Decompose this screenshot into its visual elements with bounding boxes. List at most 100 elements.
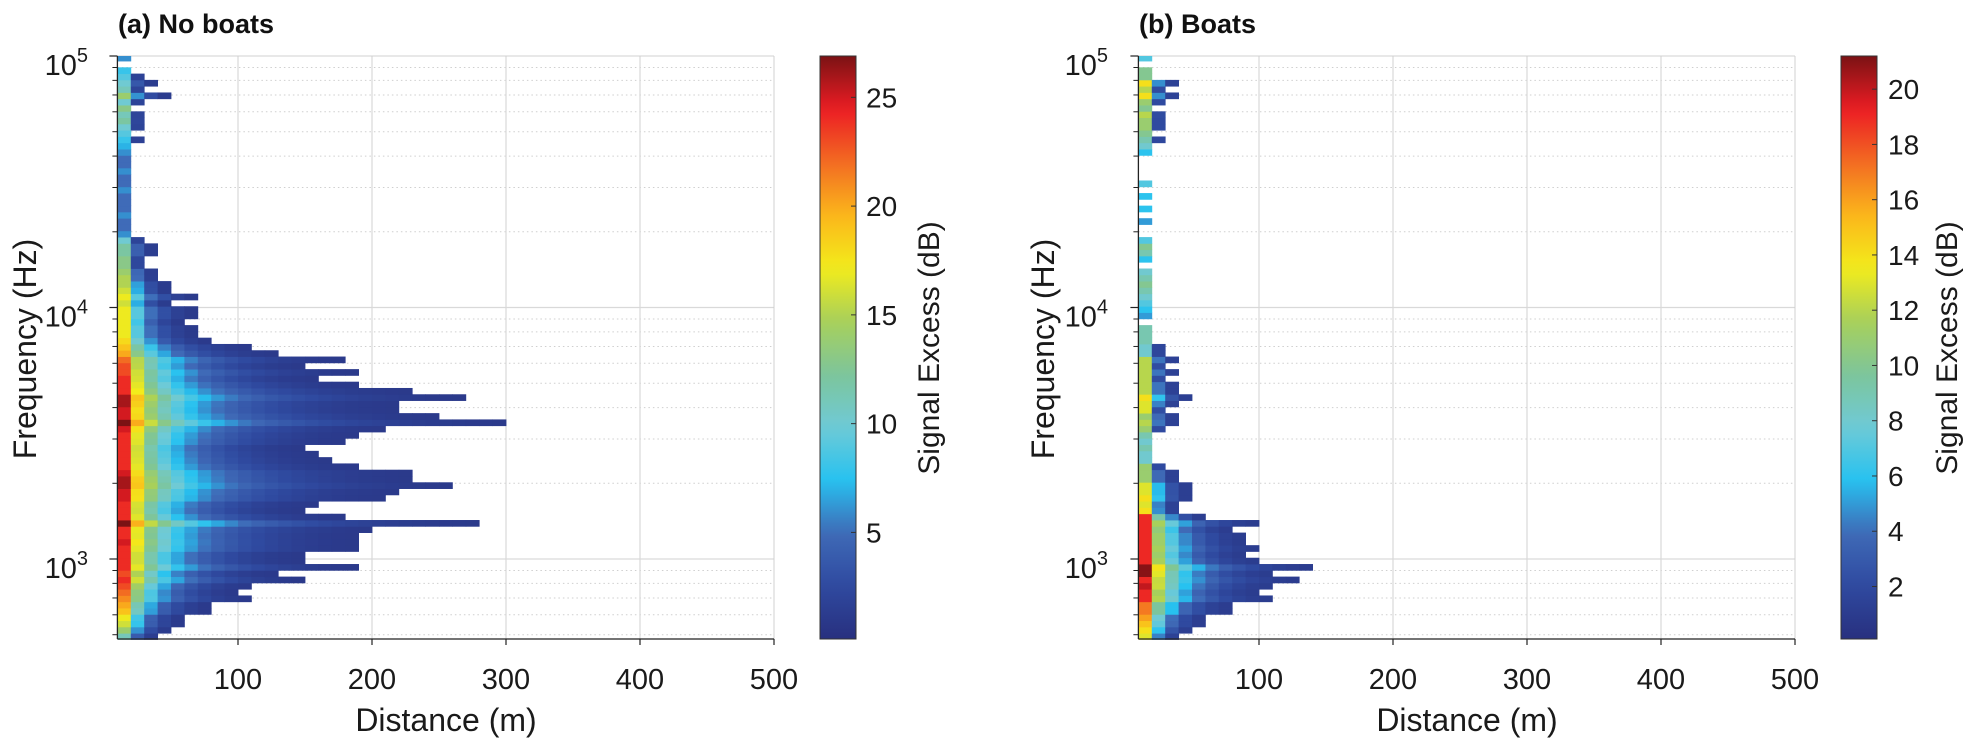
heatmap-cell	[1165, 626, 1179, 634]
heatmap-cell	[1151, 476, 1166, 483]
heatmap-cell	[197, 476, 212, 483]
heatmap-cell	[130, 463, 145, 471]
heatmap-cell	[184, 350, 199, 357]
heatmap-cell	[238, 375, 252, 383]
heatmap-cell	[398, 482, 413, 489]
heatmap-cell	[1178, 526, 1193, 533]
heatmap-cell	[184, 551, 199, 559]
heatmap-cell	[1178, 589, 1193, 596]
heatmap-cell	[1192, 557, 1206, 565]
heatmap-cell	[130, 626, 145, 634]
heatmap-cell	[318, 482, 333, 489]
heatmap-cell	[197, 369, 212, 376]
heatmap-cell	[372, 419, 386, 427]
heatmap-cell	[144, 243, 158, 251]
heatmap-cell	[157, 457, 172, 464]
heatmap-cell	[318, 564, 333, 571]
heatmap-cell	[1218, 589, 1233, 596]
heatmap-cell	[1151, 582, 1166, 590]
heatmap-cell	[238, 444, 252, 452]
y-tick-label: 105	[45, 45, 88, 82]
heatmap-cell	[117, 155, 132, 163]
heatmap-cell	[184, 494, 199, 502]
heatmap-cell	[291, 362, 306, 370]
heatmap-cell	[197, 413, 212, 420]
heatmap-cell	[130, 601, 145, 609]
heatmap-cell	[238, 576, 252, 584]
heatmap-cell	[1165, 92, 1179, 100]
heatmap-cell	[372, 413, 386, 420]
heatmap-cell	[1205, 608, 1220, 615]
heatmap-cell	[117, 86, 132, 93]
heatmap-cell	[1192, 513, 1206, 521]
heatmap-cell	[1178, 520, 1193, 527]
heatmap-cell	[197, 457, 212, 464]
heatmap-cell	[211, 400, 225, 408]
heatmap-cell	[251, 538, 266, 546]
heatmap-cell	[238, 369, 252, 376]
heatmap-cell	[184, 589, 199, 596]
heatmap-cell	[1138, 111, 1153, 119]
heatmap-cell	[117, 98, 132, 106]
heatmap-cell	[1165, 545, 1179, 552]
heatmap-cell	[130, 255, 145, 263]
heatmap-cell	[1192, 570, 1206, 578]
heatmap-cell	[1138, 98, 1153, 106]
heatmap-cell	[1165, 532, 1179, 540]
heatmap-cell	[251, 406, 266, 414]
heatmap-cell	[197, 576, 212, 584]
heatmap-cell	[1259, 564, 1273, 571]
panel-a-no-boats: (a) No boats 100 200 300 400 500103104105Dis…	[7, 9, 946, 738]
heatmap-cell	[144, 331, 158, 339]
heatmap-cell	[1205, 595, 1220, 603]
heatmap-cell	[157, 293, 172, 301]
heatmap-cell	[117, 274, 132, 282]
heatmap-cell	[144, 387, 158, 395]
heatmap-cell	[224, 343, 239, 351]
heatmap-cell	[1232, 520, 1246, 527]
heatmap-cell	[224, 431, 239, 439]
heatmap-cell	[144, 595, 158, 603]
heatmap-cell	[144, 614, 158, 622]
heatmap-cell	[211, 564, 225, 571]
heatmap-cell	[1259, 582, 1273, 590]
heatmap-cell	[1178, 545, 1193, 552]
heatmap-cell	[171, 306, 185, 313]
y-tick-base: 10	[45, 302, 77, 334]
heatmap-cell	[117, 312, 132, 320]
heatmap-cell	[264, 482, 279, 489]
heatmap-cell	[398, 387, 413, 395]
heatmap-cell	[197, 564, 212, 571]
heatmap-cell	[1138, 350, 1153, 357]
heatmap-cell	[291, 438, 306, 445]
heatmap-cell	[238, 507, 252, 515]
heatmap-cell	[197, 582, 212, 590]
colorbar-tick-label: 2	[1888, 572, 1904, 603]
heatmap-cell	[1138, 281, 1153, 288]
heatmap-cell	[331, 438, 346, 445]
heatmap-cell	[130, 350, 145, 357]
heatmap-cell	[117, 513, 132, 521]
heatmap-cell	[305, 438, 319, 445]
heatmap-cell	[331, 488, 346, 496]
heatmap-cell	[1165, 387, 1179, 395]
heatmap-cell	[157, 513, 172, 521]
heatmap-cell	[197, 438, 212, 445]
heatmap-cell	[144, 570, 158, 578]
heatmap-cell	[412, 419, 426, 427]
heatmap-cell	[117, 488, 132, 496]
heatmap-cell	[211, 362, 225, 370]
heatmap-cell	[264, 469, 279, 477]
heatmap-cell	[144, 589, 158, 596]
heatmap-cell	[171, 608, 185, 615]
heatmap-cell	[130, 582, 145, 590]
heatmap-cell	[130, 249, 145, 257]
heatmap-cell	[1138, 299, 1153, 307]
heatmap-cell	[117, 331, 132, 339]
heatmap-cell	[117, 299, 132, 307]
x-tick-label: 300	[482, 664, 530, 696]
heatmap-cell	[1138, 520, 1153, 527]
heatmap-cell	[130, 86, 145, 93]
heatmap-cell	[1165, 501, 1179, 508]
heatmap-cell	[184, 356, 199, 364]
